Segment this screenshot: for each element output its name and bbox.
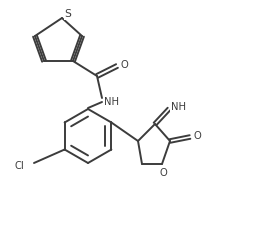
Text: NH: NH (104, 97, 119, 107)
Text: NH: NH (170, 102, 185, 112)
Text: O: O (159, 168, 167, 178)
Text: Cl: Cl (14, 161, 24, 171)
Text: O: O (120, 60, 128, 70)
Text: S: S (64, 9, 72, 19)
Text: O: O (193, 131, 201, 141)
